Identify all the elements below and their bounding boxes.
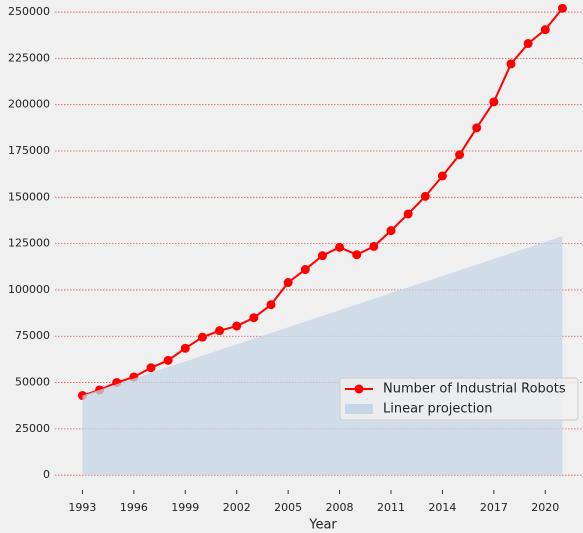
data-point — [249, 313, 259, 323]
x-tick-label: 2011 — [377, 501, 405, 514]
y-tick-label: 200000 — [8, 98, 50, 111]
data-point — [197, 332, 207, 342]
x-tick-label: 2014 — [428, 501, 456, 514]
data-point — [300, 265, 310, 275]
x-tick-label: 2005 — [274, 501, 302, 514]
y-tick-label: 175000 — [8, 144, 50, 157]
x-tick-label: 2008 — [326, 501, 354, 514]
x-tick-label: 2020 — [531, 501, 559, 514]
y-tick-label: 225000 — [8, 51, 50, 64]
x-tick-label: 2002 — [223, 501, 251, 514]
data-point — [523, 39, 533, 49]
x-tick-label: 2017 — [480, 501, 508, 514]
data-point — [352, 250, 362, 260]
y-tick-label: 100000 — [8, 283, 50, 296]
y-tick-label: 50000 — [15, 376, 50, 389]
data-point — [335, 242, 345, 252]
data-point — [386, 226, 396, 236]
y-tick-label: 150000 — [8, 190, 50, 203]
data-point — [369, 241, 379, 251]
data-point — [472, 123, 482, 133]
data-point — [215, 326, 225, 336]
x-tick-label: 1996 — [120, 501, 148, 514]
data-point — [557, 3, 567, 13]
x-tick-label: 1999 — [171, 501, 199, 514]
data-point — [540, 25, 550, 35]
y-tick-label: 250000 — [8, 5, 50, 18]
data-point — [420, 191, 430, 201]
data-point — [506, 59, 516, 69]
data-point — [317, 251, 327, 261]
data-point — [266, 300, 276, 310]
legend-label: Number of Industrial Robots — [383, 382, 566, 397]
data-point — [403, 209, 413, 219]
y-tick-label: 75000 — [15, 329, 50, 342]
x-axis-label: Year — [308, 518, 337, 533]
data-point — [180, 343, 190, 353]
projection-area — [82, 236, 563, 476]
y-tick-label: 25000 — [15, 422, 50, 435]
legend-label: Linear projection — [383, 402, 492, 417]
data-point — [437, 171, 447, 181]
data-point — [455, 150, 465, 160]
legend-marker — [354, 384, 364, 394]
data-point — [489, 97, 499, 107]
data-point — [163, 355, 173, 365]
legend-swatch — [345, 404, 373, 414]
y-tick-label: 125000 — [8, 237, 50, 250]
legend-box — [339, 377, 579, 421]
x-tick-label: 1993 — [68, 501, 96, 514]
data-point — [232, 321, 242, 331]
data-point — [146, 363, 156, 373]
data-point — [283, 278, 293, 288]
y-tick-label: 0 — [43, 468, 50, 481]
